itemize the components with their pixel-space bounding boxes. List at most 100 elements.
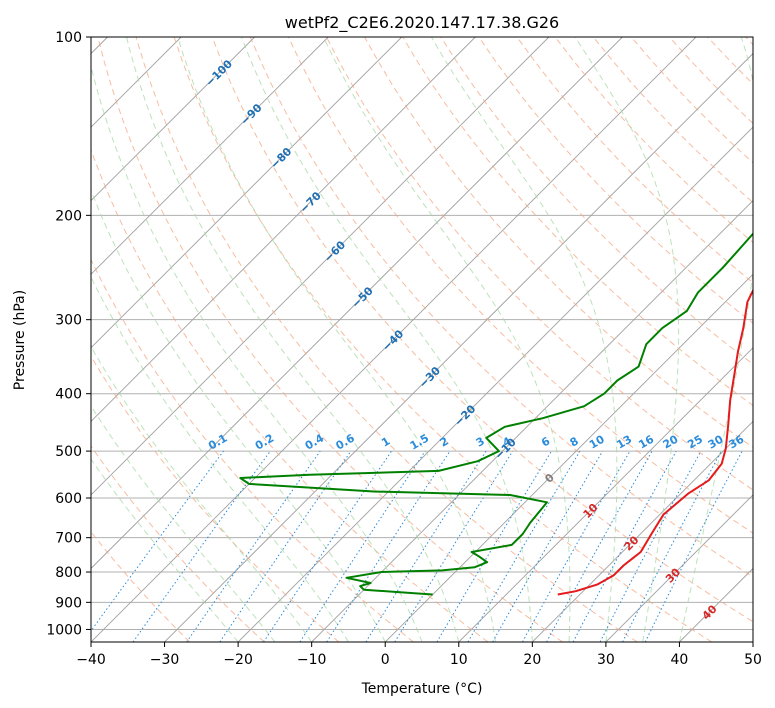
isotherm-line [605, 494, 753, 642]
y-tick-label: 200 [55, 208, 82, 224]
isotherm-label: −10 [492, 435, 519, 462]
isotherm-line [458, 347, 753, 642]
mixing-ratio-line [219, 450, 352, 642]
background-lines [91, 37, 753, 642]
x-axis: −40 −30 −20 −10 0 10 20 30 40 50 [76, 642, 762, 668]
moist-adiabat-line [91, 188, 386, 642]
x-tick-label: −10 [297, 652, 327, 668]
y-axis-label: Pressure (hPa) [12, 290, 28, 390]
isotherm-label: 40 [700, 602, 720, 622]
isotherm-line [91, 37, 476, 422]
isotherm-label: −80 [268, 145, 295, 172]
isotherm-line [91, 37, 623, 570]
y-tick-label: 1000 [46, 622, 82, 638]
moist-adiabat-line [574, 37, 680, 642]
dry-adiabat-line [91, 531, 191, 642]
moist-adiabat-line [241, 37, 533, 642]
dry-adiabat-line [135, 37, 638, 642]
mixing-ratio-line [522, 450, 631, 642]
x-tick-label: 40 [671, 652, 689, 668]
dry-adiabat-line [91, 355, 340, 642]
mixing-ratio-label: 2 [438, 435, 451, 450]
y-tick-label: 900 [55, 595, 82, 611]
x-tick-label: 50 [744, 652, 762, 668]
dry-adiabat-line [211, 37, 753, 623]
mixing-ratio-label: 0.4 [303, 431, 327, 452]
mixing-ratio-line [132, 450, 271, 642]
mixing-ratio-label: 25 [685, 433, 705, 452]
isotherm-line [752, 641, 753, 642]
dry-adiabat-line [173, 37, 713, 642]
mixing-ratio-label: 1.5 [408, 432, 431, 453]
mixing-ratio-line [299, 450, 426, 642]
y-tick-label: 700 [55, 531, 82, 547]
isotherm-label: −90 [238, 101, 265, 128]
moist-adiabat-line [177, 37, 497, 642]
dry-adiabat-line [554, 37, 753, 244]
x-axis-label: Temperature (°C) [361, 681, 483, 697]
isotherm-line [532, 420, 753, 642]
moist-adiabat-line [91, 64, 423, 642]
isotherm-line [384, 273, 753, 642]
mixing-ratio-label: 0.2 [253, 432, 276, 453]
mixing-ratio-line [365, 450, 487, 642]
mixing-ratio-line [326, 450, 451, 642]
isotherm-label: −100 [203, 57, 235, 89]
mixing-ratio-line [186, 450, 321, 642]
isotherm-line [91, 37, 550, 496]
mixing-ratio-line [599, 450, 702, 642]
isotherm-label: 30 [663, 565, 683, 585]
y-tick-label: 500 [55, 444, 82, 460]
x-tick-label: −20 [223, 652, 253, 668]
isotherm-label: −40 [380, 327, 407, 354]
moist-adiabat-line [91, 458, 239, 642]
dry-adiabat-line [287, 37, 753, 534]
mixing-ratio-label: 0.6 [334, 431, 358, 452]
mixing-ratio-label: 13 [614, 433, 634, 452]
x-tick-label: 20 [523, 652, 541, 668]
isotherm-label: −70 [297, 189, 324, 216]
dry-adiabat-line [745, 37, 753, 46]
isotherm-label: 0 [542, 471, 557, 486]
y-axis: 100 200 300 400 500 600 700 800 900 1000 [46, 30, 91, 638]
mixing-ratio-label: 20 [661, 432, 681, 451]
isotherm-line [91, 37, 403, 349]
dry-adiabat-line [91, 445, 265, 642]
mixing-ratio-line [467, 450, 581, 642]
mixing-ratio-line [546, 450, 653, 642]
mixing-ratio-line [263, 450, 392, 642]
chart-title: wetPf2_C2E6.2020.147.17.38.G26 [285, 13, 559, 33]
y-tick-label: 400 [55, 387, 82, 403]
dry-adiabat-line [440, 37, 753, 365]
isotherm-line [164, 52, 753, 642]
plot-frame [90, 36, 754, 643]
temperature-line [557, 288, 753, 596]
dry-adiabat-line [669, 37, 753, 125]
x-tick-label: 10 [450, 652, 468, 668]
dry-adiabat-line [592, 37, 753, 204]
data-series [239, 232, 753, 596]
moist-adiabat-line [323, 37, 571, 642]
dry-adiabat-line [97, 37, 563, 642]
moist-adiabat-line [430, 37, 618, 642]
mixing-ratio-label: 8 [568, 435, 581, 450]
dry-adiabat-line [249, 37, 753, 578]
moist-adiabat-line [91, 345, 313, 642]
mixing-ratio-label: 10 [587, 432, 607, 451]
isotherm-line [91, 37, 329, 275]
mixing-ratio-label: 30 [706, 432, 726, 451]
mixing-ratio-line [572, 450, 677, 642]
isotherm-label: −30 [417, 364, 444, 391]
y-tick-label: 800 [55, 565, 82, 581]
mixing-ratio-line [436, 450, 552, 642]
isotherm-label: −60 [322, 238, 349, 265]
isotherm-line [679, 567, 753, 642]
moist-adiabat-line [126, 37, 460, 642]
isotherm-label: 10 [581, 501, 601, 521]
dry-adiabat-line [478, 37, 753, 324]
dry-adiabat-line [91, 148, 489, 642]
dry-adiabat-line [516, 37, 753, 284]
mixing-ratio-label: 16 [636, 432, 656, 451]
mixing-ratio-label: 6 [539, 434, 552, 449]
